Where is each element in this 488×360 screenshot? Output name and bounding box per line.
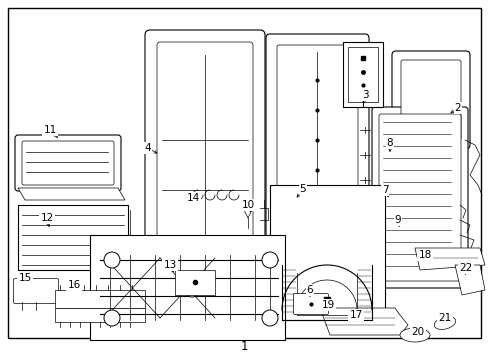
Text: 21: 21	[437, 313, 451, 323]
Text: 8: 8	[386, 138, 392, 148]
FancyBboxPatch shape	[145, 30, 264, 270]
Polygon shape	[319, 308, 407, 335]
Text: 7: 7	[381, 185, 387, 195]
FancyBboxPatch shape	[265, 34, 368, 267]
Circle shape	[104, 252, 120, 268]
Text: 19: 19	[321, 300, 334, 310]
Bar	[90, 235, 285, 340]
Text: 1: 1	[240, 341, 247, 354]
Polygon shape	[414, 248, 484, 270]
FancyBboxPatch shape	[157, 42, 252, 258]
Circle shape	[104, 310, 120, 326]
Bar	[347, 47, 377, 102]
FancyBboxPatch shape	[14, 279, 59, 303]
Bar	[342, 42, 382, 107]
Text: 12: 12	[41, 213, 54, 223]
Text: 17: 17	[348, 310, 362, 320]
FancyBboxPatch shape	[22, 141, 114, 185]
FancyBboxPatch shape	[371, 107, 467, 288]
Bar	[269, 185, 384, 320]
Text: 22: 22	[458, 263, 472, 273]
Text: 9: 9	[394, 215, 401, 225]
FancyBboxPatch shape	[15, 135, 121, 191]
Text: 6: 6	[306, 285, 313, 295]
FancyBboxPatch shape	[378, 114, 460, 281]
FancyBboxPatch shape	[400, 60, 460, 140]
Text: 2: 2	[454, 103, 460, 113]
FancyBboxPatch shape	[391, 51, 469, 149]
Text: 3: 3	[361, 90, 367, 100]
Text: 11: 11	[43, 125, 57, 135]
Bar	[55, 308, 145, 322]
Text: 15: 15	[19, 273, 32, 283]
Text: 4: 4	[144, 143, 151, 153]
Ellipse shape	[399, 328, 429, 342]
Circle shape	[262, 310, 278, 326]
Text: 14: 14	[186, 193, 199, 203]
Bar	[175, 270, 215, 295]
Circle shape	[262, 252, 278, 268]
Circle shape	[183, 281, 200, 297]
Text: 20: 20	[410, 327, 424, 337]
Text: 16: 16	[67, 280, 81, 290]
Ellipse shape	[433, 316, 455, 329]
Text: 18: 18	[418, 250, 431, 260]
FancyBboxPatch shape	[293, 293, 328, 315]
Polygon shape	[454, 265, 484, 295]
Text: 10: 10	[241, 200, 254, 210]
Polygon shape	[18, 188, 125, 200]
Text: 5: 5	[299, 184, 305, 194]
Bar	[18, 205, 128, 270]
FancyBboxPatch shape	[276, 45, 357, 256]
Text: 13: 13	[163, 260, 176, 270]
Bar	[55, 290, 145, 308]
